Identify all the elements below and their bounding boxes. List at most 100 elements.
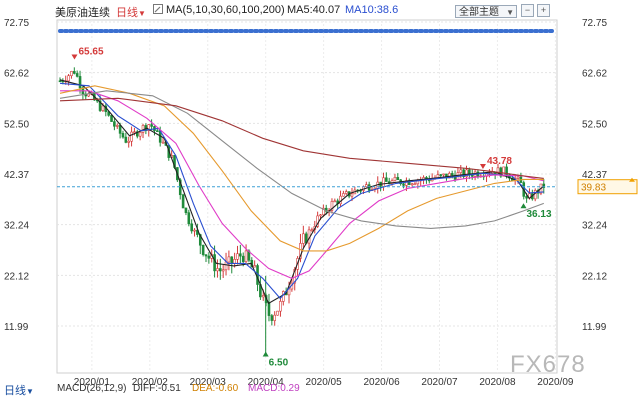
current-price-label: 39.83 (581, 183, 606, 194)
up-arrow-icon (629, 177, 635, 182)
y-tick-label-left: 72.75 (4, 18, 29, 29)
x-tick-label: 2020/09 (537, 377, 574, 388)
candle-body (184, 207, 188, 213)
price-annotation: 36.13 (527, 209, 552, 220)
candle-body (267, 302, 271, 316)
candle-body (161, 141, 165, 144)
candle-body (98, 100, 102, 111)
candle-body (113, 121, 116, 127)
candle-body (121, 133, 125, 138)
candle-body (135, 131, 139, 137)
marker-arrow-icon (71, 54, 78, 60)
edit-icon (153, 4, 163, 14)
candle-body (133, 131, 136, 134)
candle-body (319, 214, 322, 217)
candle-body (302, 233, 305, 244)
ma-line-ma10 (59, 82, 544, 300)
candle-body (207, 255, 211, 259)
ma-line-ma100 (59, 90, 544, 229)
chevron-down-icon: ▼ (138, 9, 146, 18)
candle-body (70, 71, 73, 77)
x-tick-label: 2020/06 (363, 377, 400, 388)
candle-body (67, 75, 70, 82)
period-selector[interactable]: 日线▼ (116, 4, 146, 20)
ma5-value: MA5:40.07 (287, 4, 341, 16)
candle-body (178, 179, 182, 196)
candle-body (224, 261, 228, 271)
candle-body (410, 183, 414, 186)
zoom-in-button[interactable]: + (537, 4, 550, 17)
period-label: 日线 (116, 7, 138, 19)
candle-body (261, 295, 265, 298)
ma10-value: MA10:38.6 (345, 4, 399, 16)
candle-body (385, 177, 388, 182)
candle-body (462, 169, 465, 177)
candle-body (230, 256, 234, 264)
candle-body (350, 193, 354, 197)
candle-body (402, 183, 405, 186)
candle-body (344, 191, 348, 194)
y-tick-label-right: 42.37 (582, 170, 607, 181)
zoom-out-button[interactable]: − (521, 4, 534, 17)
candle-body (124, 136, 128, 143)
theme-label: 全部主题 (459, 7, 499, 18)
candle-body (110, 115, 113, 122)
macd-dea: DEA:-0.60 (192, 383, 239, 394)
x-tick-label: 2020/04 (248, 377, 285, 388)
candle-body (239, 253, 242, 257)
candle-body (227, 256, 231, 263)
candle-body (193, 229, 196, 232)
x-tick-label: 2020/02 (132, 377, 169, 388)
candle-body (439, 174, 443, 176)
candle-body (502, 166, 506, 177)
y-tick-label-left: 62.62 (4, 69, 29, 80)
marker-arrow-icon (520, 203, 527, 209)
theme-select[interactable]: 全部主题 ▼ (455, 5, 517, 18)
candle-body (78, 76, 82, 89)
candle-body (115, 125, 119, 127)
macd-label: MACD(26,12,9) (57, 383, 126, 394)
macd-diff: DIFF:-0.51 (133, 383, 181, 394)
candle-body (213, 254, 216, 272)
candle-body (333, 200, 337, 203)
y-tick-label-right: 22.12 (582, 271, 607, 282)
candle-body (201, 244, 205, 255)
minus-icon: − (524, 5, 531, 15)
candle-body (396, 177, 400, 181)
candle-body (58, 80, 62, 83)
candle-body (342, 193, 345, 197)
y-tick-label-left: 32.24 (4, 221, 29, 232)
candle-body (221, 269, 225, 272)
marker-arrow-icon (262, 351, 269, 357)
candle-body (413, 183, 417, 186)
price-annotation: 65.65 (78, 47, 103, 58)
candle-body (141, 125, 145, 133)
candle-body (330, 201, 334, 211)
macd-value: MACD:0.29 (248, 383, 300, 394)
instrument-name: 美原油连续 (55, 7, 110, 19)
x-tick-label: 2020/07 (421, 377, 458, 388)
candle-body (147, 124, 151, 131)
watermark: FX678 (510, 351, 586, 378)
ma-settings-button[interactable] (153, 4, 163, 16)
y-tick-label-right: 52.50 (582, 119, 607, 130)
bottom-period-label: 日线 (4, 385, 26, 397)
plot-frame (56, 19, 558, 374)
y-tick-label-left: 11.99 (4, 322, 29, 333)
bottom-period-tab[interactable]: 日线▼ (4, 382, 34, 398)
ma-line-ma5 (59, 79, 545, 305)
candle-body (442, 173, 445, 176)
x-tick-label: 2020/01 (74, 377, 111, 388)
price-annotation: 6.50 (269, 357, 289, 368)
candle-body (525, 196, 528, 199)
candle-body (244, 250, 248, 262)
x-tick-label: 2020/03 (190, 377, 227, 388)
candle-body (279, 301, 282, 312)
y-tick-label-right: 72.75 (582, 18, 607, 29)
candle-body (101, 105, 105, 111)
candle-body (310, 229, 314, 232)
candle-body (393, 177, 397, 181)
candle-body (542, 183, 546, 188)
